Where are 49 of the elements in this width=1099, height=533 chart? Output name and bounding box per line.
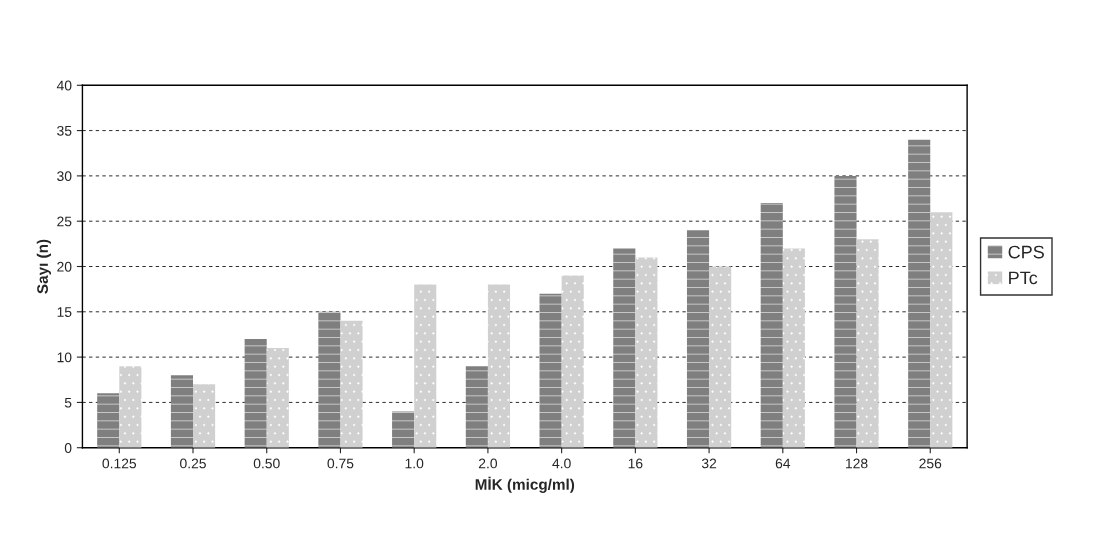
bar — [244, 338, 267, 448]
x-tick-label: 128 — [846, 458, 868, 469]
x-tick-label: 0.25 — [180, 458, 206, 469]
bar — [119, 366, 142, 448]
y-axis-title: Sayı (n) — [36, 239, 52, 294]
bar — [539, 293, 562, 448]
bar — [97, 393, 120, 448]
bar — [908, 139, 931, 448]
bar — [930, 212, 953, 448]
x-tick-label: 16 — [628, 458, 643, 469]
y-tick-label: 0 — [64, 443, 72, 453]
x-tick-label: 256 — [919, 458, 942, 469]
y-tick-label: 35 — [57, 125, 72, 136]
bar — [686, 230, 710, 448]
bar — [856, 239, 879, 448]
x-tick-label: 2.0 — [478, 458, 498, 469]
bar — [709, 266, 732, 448]
bar — [834, 175, 857, 448]
bar — [613, 248, 636, 448]
legend-label: CPS — [1008, 245, 1044, 259]
bar — [635, 257, 658, 448]
y-tick-label: 20 — [57, 261, 72, 272]
x-tick-label: 0.125 — [102, 458, 137, 469]
x-tick-label: 0.75 — [327, 458, 354, 469]
bar — [760, 203, 783, 448]
bar — [487, 284, 511, 448]
bar — [170, 375, 194, 448]
y-tick-label: 40 — [56, 80, 72, 91]
y-tick-label: 15 — [57, 307, 72, 317]
bar — [561, 275, 584, 448]
legend-label: PTc — [1009, 271, 1038, 285]
bar — [318, 311, 341, 448]
bar — [414, 284, 437, 448]
x-tick-label: 64 — [775, 458, 791, 469]
bar — [392, 411, 415, 448]
y-tick-label: 10 — [57, 352, 72, 363]
x-tick-label: 4.0 — [552, 458, 571, 469]
bar — [465, 366, 488, 448]
bar — [193, 384, 216, 448]
x-tick-label: 32 — [701, 458, 717, 469]
bar — [266, 348, 289, 448]
x-axis-title: MİK (micg/ml) — [475, 476, 575, 493]
x-tick-label: 1.0 — [405, 458, 424, 469]
x-tick-label: 0.50 — [253, 458, 280, 469]
y-tick-label: 5 — [64, 397, 72, 408]
bar — [782, 248, 805, 448]
y-tick-label: 25 — [57, 216, 72, 227]
y-tick-label: 30 — [57, 171, 72, 182]
bar — [340, 320, 363, 448]
